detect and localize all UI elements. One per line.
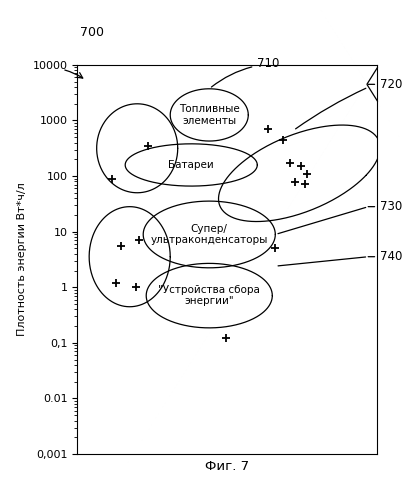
- Text: Супер/
ультраконденсаторы: Супер/ ультраконденсаторы: [151, 224, 268, 246]
- Text: 720: 720: [380, 78, 403, 91]
- Text: 700: 700: [80, 26, 104, 39]
- Text: Топливные
элементы: Топливные элементы: [179, 104, 240, 126]
- Text: "Устройства сбора
энергии": "Устройства сбора энергии": [158, 285, 260, 306]
- Text: Батареи: Батареи: [168, 160, 214, 170]
- Text: 740: 740: [380, 250, 403, 263]
- Text: 730: 730: [380, 200, 403, 213]
- Y-axis label: Плотность энергии Вт*ч/л: Плотность энергии Вт*ч/л: [17, 183, 27, 336]
- X-axis label: Фиг. 7: Фиг. 7: [205, 460, 249, 473]
- Text: 710: 710: [211, 57, 280, 87]
